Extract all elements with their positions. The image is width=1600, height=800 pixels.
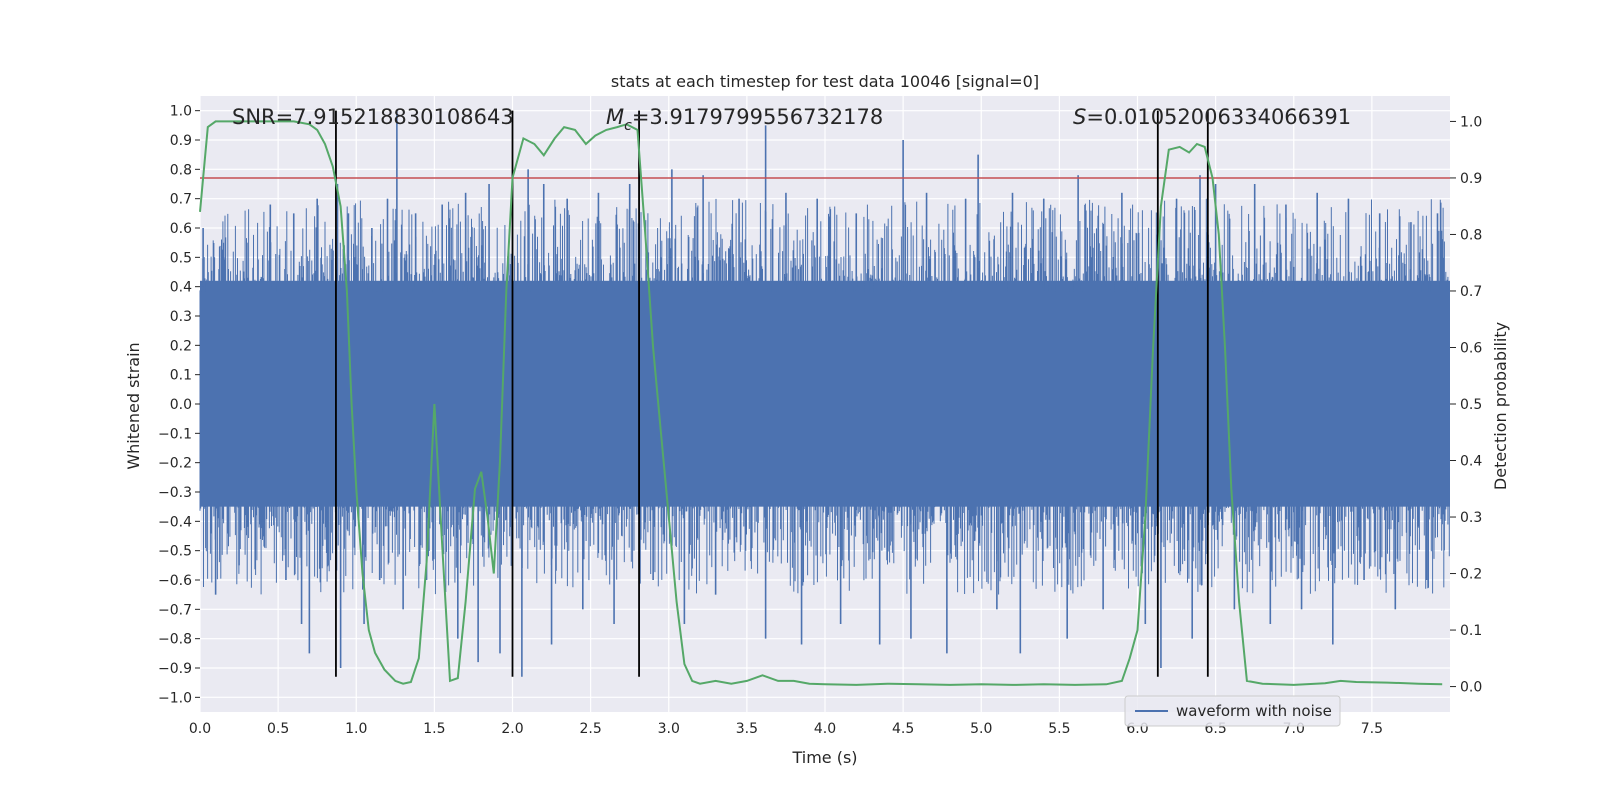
x-tick-label: 2.0 [501, 721, 523, 737]
x-tick-label: 2.5 [579, 721, 601, 737]
chirp-mass-symbol: M [606, 105, 624, 129]
x-tick-label: 4.0 [814, 721, 836, 737]
waveform-noise [199, 198, 1450, 595]
y-left-tick-label: 0.9 [170, 133, 192, 149]
y-right-tick-label: 0.6 [1460, 340, 1482, 356]
waveform-series [199, 110, 1450, 677]
y-right-tick-label: 0.7 [1460, 284, 1482, 300]
y-right-tick-label: 0.1 [1460, 623, 1482, 639]
y-left-tick-label: 0.2 [170, 338, 192, 354]
y-left-tick-label: −1.0 [158, 690, 192, 706]
x-tick-label: 1.5 [423, 721, 445, 737]
y-left-tick-label: −0.4 [158, 514, 192, 530]
axis-ticks: 0.0 0.5 1.0 1.5 2.0 2.5 3.0 3.5 4.0 4.5 5.0 5.5 6.0 6… [158, 104, 1482, 737]
chart-title: stats at each timestep for test data 100… [611, 72, 1039, 91]
y-left-tick-label: −0.7 [158, 602, 192, 618]
y-right-tick-label: 0.3 [1460, 510, 1482, 526]
y-right-tick-label: 0.0 [1460, 680, 1482, 696]
x-tick-label: 0.5 [267, 721, 289, 737]
y-right-tick-label: 0.2 [1460, 567, 1482, 583]
x-axis-label: Time (s) [791, 748, 857, 767]
x-tick-label: 3.5 [736, 721, 758, 737]
y-left-tick-label: −0.6 [158, 573, 192, 589]
y-right-tick-label: 0.9 [1460, 171, 1482, 187]
y-left-tick-label: 0.8 [170, 162, 192, 178]
x-tick-label: 5.5 [1048, 721, 1070, 737]
y-right-tick-label: 1.0 [1460, 114, 1482, 130]
chirp-mass-subscript: c [624, 118, 632, 134]
y-left-tick-label: −0.9 [158, 661, 192, 677]
y-left-tick-label: −0.8 [158, 632, 192, 648]
y-axis-label-right: Detection probability [1491, 322, 1510, 490]
y-left-tick-label: 0.0 [170, 397, 192, 413]
s-annotation: S=0.01052006334066391 [1073, 105, 1351, 129]
legend: waveform with noise [1124, 695, 1341, 727]
y-right-tick-label: 0.8 [1460, 227, 1482, 243]
chirp-mass-annotation: Mc=3.9179799556732178 [606, 105, 883, 134]
x-tick-label: 3.0 [658, 721, 680, 737]
legend-label-waveform: waveform with noise [1176, 702, 1332, 720]
s-value: =0.01052006334066391 [1086, 105, 1351, 129]
y-left-tick-label: 0.1 [170, 368, 192, 384]
y-axis-label-left: Whitened strain [124, 342, 143, 469]
y-right-tick-label: 0.5 [1460, 397, 1482, 413]
chirp-mass-value: =3.9179799556732178 [632, 105, 883, 129]
x-tick-label: 0.0 [189, 721, 211, 737]
vertical-markers [335, 110, 1209, 677]
x-tick-label: 7.5 [1361, 721, 1383, 737]
y-left-tick-label: 0.3 [170, 309, 192, 325]
x-tick-label: 4.5 [892, 721, 914, 737]
y-left-tick-label: −0.1 [158, 426, 192, 442]
x-tick-label: 1.0 [345, 721, 367, 737]
legend-box [1124, 695, 1341, 727]
y-left-tick-label: −0.3 [158, 485, 192, 501]
y-left-tick-label: −0.5 [158, 544, 192, 560]
y-left-tick-label: −0.2 [158, 456, 192, 472]
y-right-tick-label: 0.4 [1460, 454, 1482, 470]
probability-line [199, 120, 1443, 686]
s-symbol: S [1073, 105, 1086, 129]
y-left-tick-label: 1.0 [170, 104, 192, 120]
x-tick-label: 5.0 [970, 721, 992, 737]
probability-series [199, 120, 1443, 686]
y-left-tick-label: 0.5 [170, 250, 192, 266]
snr-annotation: SNR=7.915218830108643 [232, 105, 514, 129]
y-left-tick-label: 0.4 [170, 280, 192, 296]
y-left-tick-label: 0.7 [170, 192, 192, 208]
y-left-tick-label: 0.6 [170, 221, 192, 237]
